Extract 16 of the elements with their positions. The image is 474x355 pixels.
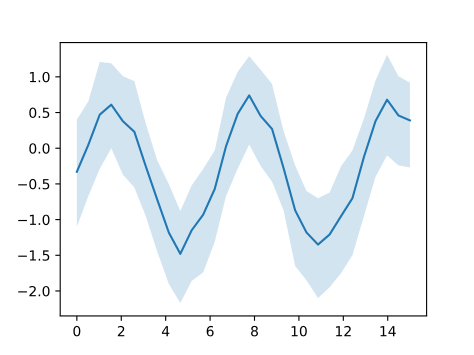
x-tick-label: 10 <box>292 326 307 336</box>
y-tick-label: 0.0 <box>29 143 50 154</box>
x-tick-label: 6 <box>206 326 214 336</box>
y-tick-label: −1.5 <box>18 250 50 261</box>
x-tick-label: 4 <box>162 326 170 336</box>
x-tick-label: 0 <box>73 326 80 336</box>
x-tick-label: 12 <box>336 326 351 336</box>
y-tick-label: 0.5 <box>29 108 50 118</box>
y-tick-label: −0.5 <box>18 178 50 190</box>
y-tick-label: −1.0 <box>18 214 50 226</box>
x-tick-label: 2 <box>118 326 124 336</box>
y-tick-label: −2.0 <box>18 286 50 296</box>
x-tick-label: 8 <box>251 326 258 336</box>
y-tick-label: 1.0 <box>30 72 50 82</box>
x-tick-label: 14 <box>380 326 396 336</box>
line-series <box>76 94 411 255</box>
